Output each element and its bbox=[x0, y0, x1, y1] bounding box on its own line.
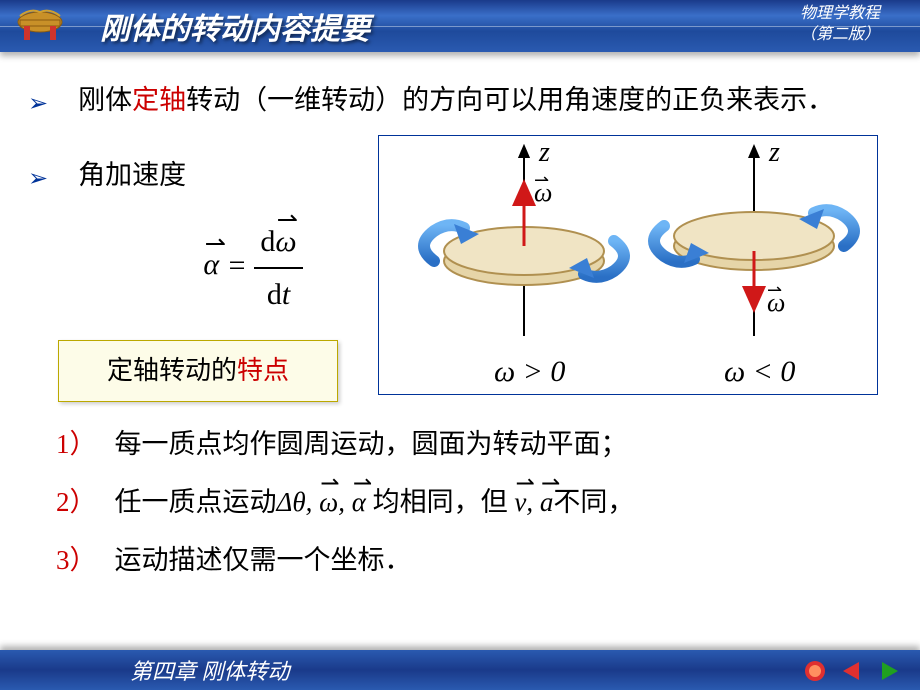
slide-title: 刚体的转动内容提要 bbox=[100, 4, 370, 48]
bullet-2: ➢ 角加速度 bbox=[28, 153, 378, 200]
bullet-1-post: 转动（一维转动）的方向可以用角速度的正负来表示． bbox=[186, 85, 834, 115]
book-title: 物理学教程 bbox=[800, 4, 880, 25]
bullet-1: ➢ 刚体定轴转动（一维转动）的方向可以用角速度的正负来表示． bbox=[28, 78, 892, 125]
slide-footer: 第四章 刚体转动 bbox=[0, 650, 920, 690]
logo-icon bbox=[10, 6, 70, 46]
point-text: 运动描述仅需一个坐标． bbox=[115, 538, 412, 584]
nav-buttons bbox=[804, 660, 900, 682]
bullet-icon: ➢ bbox=[28, 159, 48, 200]
point-2: 2） 任一质点运动Δθ, ω, α 均相同，但 v, a不同， bbox=[56, 480, 892, 526]
point-num: 2） bbox=[56, 480, 97, 526]
bullet-1-pre: 刚体 bbox=[78, 85, 132, 115]
point-1: 1） 每一质点均作圆周运动，圆面为转动平面； bbox=[56, 422, 892, 468]
denominator: dt bbox=[254, 269, 302, 320]
angular-accel-formula: α = dω dt bbox=[128, 216, 378, 320]
bullet-icon: ➢ bbox=[28, 84, 48, 125]
equals: = bbox=[227, 248, 255, 281]
cond-left: ω > 0 bbox=[494, 355, 565, 388]
point-num: 1） bbox=[56, 422, 97, 468]
feature-box: 定轴转动的特点 bbox=[58, 340, 338, 402]
z-label-left: z bbox=[538, 137, 550, 168]
z-label-right: z bbox=[768, 137, 780, 168]
slide-content: ➢ 刚体定轴转动（一维转动）的方向可以用角速度的正负来表示． ➢ 角加速度 α … bbox=[0, 52, 920, 583]
point-text: 每一质点均作圆周运动，圆面为转动平面； bbox=[115, 422, 628, 468]
slide-header: 刚体的转动内容提要 物理学教程 （第二版） bbox=[0, 0, 920, 52]
home-button[interactable] bbox=[804, 660, 826, 682]
point-3: 3） 运动描述仅需一个坐标． bbox=[56, 538, 892, 584]
next-button[interactable] bbox=[878, 660, 900, 682]
chapter-title: 第四章 刚体转动 bbox=[130, 654, 290, 686]
rotation-diagram: z ω ⇀ ω > 0 z ω bbox=[378, 135, 878, 395]
book-info: 物理学教程 （第二版） bbox=[800, 4, 880, 46]
bullet-1-em: 定轴 bbox=[132, 85, 186, 115]
point-num: 3） bbox=[56, 538, 97, 584]
book-edition: （第二版） bbox=[800, 25, 880, 46]
svg-text:⇀: ⇀ bbox=[534, 170, 549, 190]
point-text: 任一质点运动Δθ, ω, α 均相同，但 v, a不同， bbox=[115, 480, 635, 526]
bullet-2-text: 角加速度 bbox=[78, 153, 186, 200]
left-column: ➢ 角加速度 α = dω dt 定轴转动的特点 bbox=[28, 135, 378, 402]
svg-text:⇀: ⇀ bbox=[767, 280, 782, 300]
prev-button[interactable] bbox=[841, 660, 863, 682]
feature-t2: 特点 bbox=[237, 356, 289, 385]
feature-t1: 定轴转动的 bbox=[107, 356, 237, 385]
points-list: 1） 每一质点均作圆周运动，圆面为转动平面； 2） 任一质点运动Δθ, ω, α… bbox=[56, 422, 892, 584]
alpha-symbol: α bbox=[203, 239, 219, 290]
bullet-1-text: 刚体定轴转动（一维转动）的方向可以用角速度的正负来表示． bbox=[78, 78, 834, 125]
cond-right: ω < 0 bbox=[724, 355, 795, 388]
numerator: dω bbox=[254, 216, 302, 269]
fraction: dω dt bbox=[254, 216, 302, 320]
